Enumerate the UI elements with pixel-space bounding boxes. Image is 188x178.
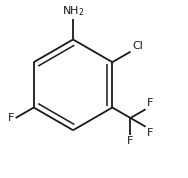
- Text: F: F: [147, 128, 154, 138]
- Text: F: F: [127, 136, 134, 146]
- Text: Cl: Cl: [132, 41, 143, 51]
- Text: F: F: [8, 113, 14, 123]
- Text: NH$_2$: NH$_2$: [62, 4, 84, 18]
- Text: F: F: [147, 98, 154, 108]
